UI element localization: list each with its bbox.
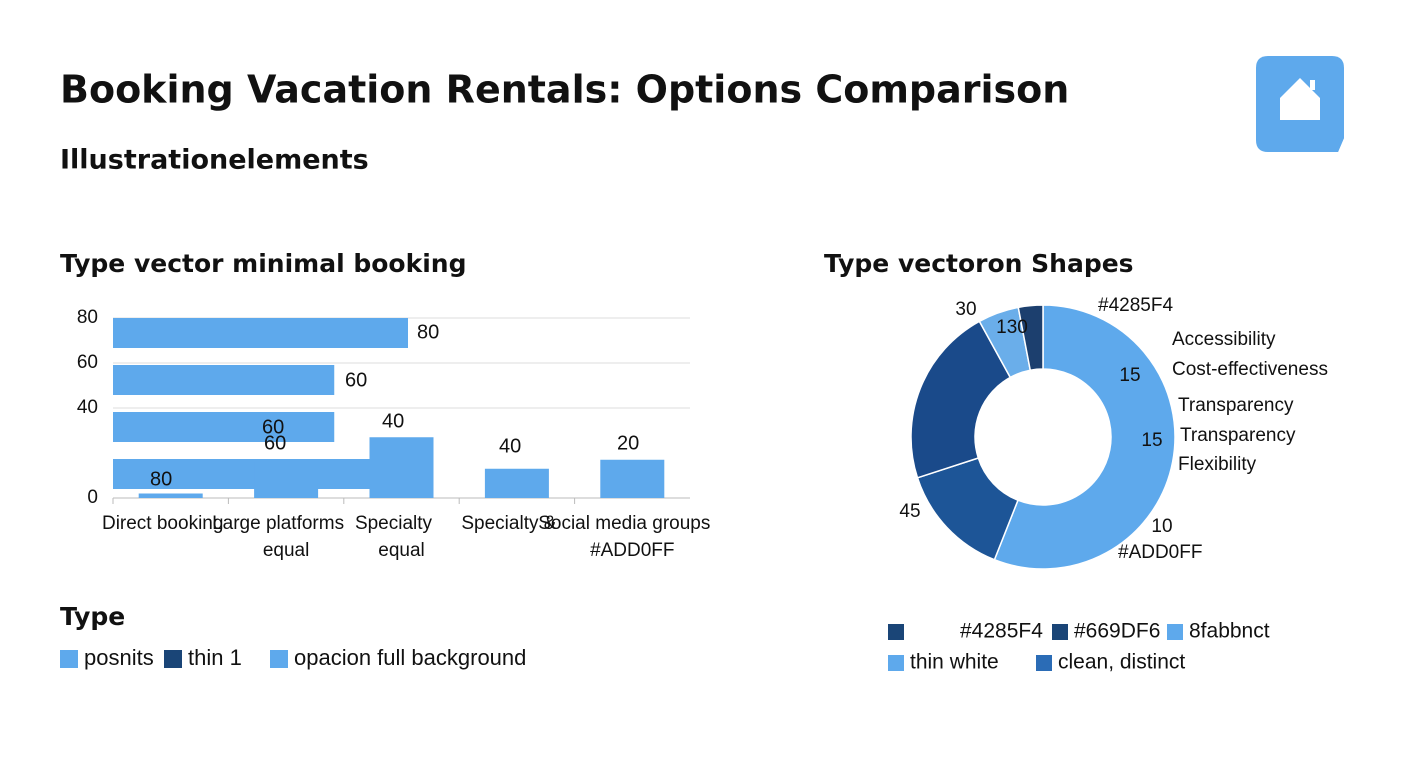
annotation: Accessibility <box>1172 329 1276 350</box>
annotation: 40 <box>499 435 521 457</box>
logo <box>1256 56 1344 152</box>
legend-label: opacion full background <box>294 645 526 670</box>
legend-label: #4285F4 <box>960 620 1043 643</box>
y-tick-label: 60 <box>77 352 98 373</box>
y-tick-label: 40 <box>77 397 98 418</box>
bar <box>484 468 549 498</box>
annotation: 130 <box>996 317 1028 338</box>
bar <box>254 462 319 498</box>
x-tick-label: Direct booking <box>102 513 223 534</box>
annotation: 15 <box>1141 430 1162 451</box>
x-tick-note: equal <box>263 540 310 561</box>
annotation: 60 <box>262 416 284 438</box>
x-tick-label: Specialty <box>355 513 433 534</box>
legend-swatch <box>888 655 904 671</box>
bar <box>138 493 203 498</box>
annotation: 30 <box>955 299 976 320</box>
legend-label: thin 1 <box>188 645 242 670</box>
x-tick-label: Large platforms <box>212 513 344 534</box>
legend-swatch <box>270 650 288 668</box>
x-tick-note: #ADD0FF <box>590 540 674 561</box>
legend-swatch <box>60 650 78 668</box>
annotation: 10 <box>1151 516 1172 537</box>
legend-swatch <box>1036 655 1052 671</box>
legend-label: #669DF6 <box>1074 620 1160 643</box>
donut-segment <box>910 320 1012 479</box>
annotation: 15 <box>1119 365 1140 386</box>
row-bar <box>113 318 408 348</box>
x-tick-label: Specialty & <box>461 513 556 534</box>
row-bar <box>113 365 335 395</box>
legend-label: posnits <box>84 645 154 670</box>
title: Booking Vacation Rentals: Options Compar… <box>60 68 1069 112</box>
annotation: #ADD0FF <box>1118 542 1202 563</box>
chart-title: Type vectoron Shapes <box>824 249 1134 278</box>
x-tick-note: equal <box>378 540 425 561</box>
x-tick-label: Social media groups <box>538 513 710 534</box>
subtitle: Illustrationelements <box>60 145 369 176</box>
annotation: Flexibility <box>1178 454 1257 475</box>
annotation: 40 <box>382 410 404 432</box>
annotation: Transparency <box>1178 395 1294 416</box>
annotation: 80 <box>150 468 172 490</box>
annotation: Cost-effectiveness <box>1172 359 1328 380</box>
legend-swatch <box>1052 624 1068 640</box>
annotation: Transparency <box>1180 425 1296 446</box>
legend-label: clean, distinct <box>1058 651 1185 674</box>
annotation: 60 <box>345 369 367 391</box>
bar <box>600 459 665 498</box>
annotation: 80 <box>417 321 439 343</box>
legend-swatch <box>888 624 904 640</box>
annotation: 60 <box>264 432 286 454</box>
row-bar <box>113 412 335 442</box>
bar <box>369 437 434 498</box>
legend-title: Type <box>60 602 125 631</box>
chart-title: Type vector minimal booking <box>60 249 466 278</box>
legend-label: 8fabbnct <box>1189 620 1270 643</box>
donut-segment <box>993 304 1176 570</box>
annotation: 20 <box>617 432 639 454</box>
legend-label: thin white <box>910 651 999 674</box>
annotation: #4285F4 <box>1098 295 1173 316</box>
donut-segment <box>1017 304 1044 372</box>
legend-swatch <box>164 650 182 668</box>
legend-swatch <box>1167 624 1183 640</box>
y-tick-label: 80 <box>77 307 98 328</box>
y-tick-label: 0 <box>87 487 98 508</box>
annotation: 45 <box>899 501 920 522</box>
